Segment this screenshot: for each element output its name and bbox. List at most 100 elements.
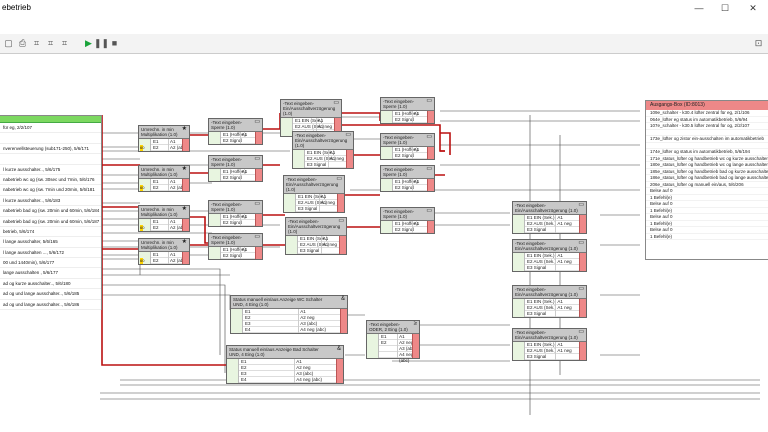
input-port[interactable] <box>209 132 221 138</box>
input-port[interactable] <box>367 346 379 352</box>
output-port[interactable] <box>412 346 419 352</box>
input-port[interactable] <box>139 139 151 145</box>
output-item[interactable]: 107e_schalter - k30.5 lüfter zentral für… <box>646 123 768 130</box>
function-block[interactable]: Umrechn. in min Multiplikation (1.0) ★ E1 A1… <box>138 238 190 265</box>
output-port[interactable] <box>579 265 586 271</box>
input-port[interactable] <box>286 236 298 242</box>
function-block[interactable]: -Text eingeben- Sperre (1.0) ▭ E1 (Hoffen) A… <box>208 200 263 227</box>
input-port[interactable] <box>231 315 243 321</box>
input-port[interactable] <box>381 221 393 227</box>
output-port[interactable] <box>579 221 586 227</box>
input-port[interactable] <box>284 206 296 212</box>
output-port[interactable] <box>427 185 434 191</box>
input-port[interactable] <box>381 147 393 153</box>
input-port[interactable] <box>513 253 525 259</box>
tool-icon-3[interactable]: ⌗ <box>61 38 68 48</box>
input-port[interactable] <box>209 247 221 253</box>
output-item[interactable]: 109e_schalter - k30.4 lüfter zentral für… <box>646 110 768 117</box>
input-port[interactable] <box>381 111 393 117</box>
output-item[interactable]: 1 Befehl(e) <box>646 208 768 214</box>
output-port[interactable] <box>346 150 353 156</box>
output-item[interactable]: Belse auf 0 <box>646 188 768 195</box>
output-port[interactable] <box>337 206 344 212</box>
input-item[interactable]: l lange ausschalter, 5/6/165 <box>0 237 101 248</box>
input-item[interactable]: ad og und lange ausschalter.., 5/6/186 <box>0 300 101 311</box>
output-item[interactable]: 186e_status_lüfter og handbetrieb bad og… <box>646 175 768 182</box>
function-block[interactable]: Umrechn. in min Multiplikation (1.0) ★ E1 A1… <box>138 165 190 192</box>
input-port[interactable] <box>513 342 525 348</box>
output-port[interactable] <box>255 253 262 259</box>
output-port[interactable] <box>339 236 346 242</box>
function-block[interactable]: Umrechn. in min Multiplikation (1.0) ★ E1 A1… <box>138 125 190 152</box>
input-item[interactable] <box>0 133 101 144</box>
output-port[interactable] <box>336 371 343 377</box>
output-port[interactable] <box>182 139 189 145</box>
function-block[interactable]: Status manuell ein/aus Anzeige WC Schalt… <box>230 295 348 334</box>
output-port[interactable] <box>412 340 419 346</box>
output-port[interactable] <box>340 315 347 321</box>
output-item[interactable]: 1 Befehl(e) <box>646 234 768 240</box>
function-block[interactable]: Umrechn. in min Multiplikation (1.0) ★ E1 A1… <box>138 205 190 232</box>
input-item[interactable]: nverenvellsteuerung (sub171-250), 5/6/17… <box>0 144 101 155</box>
input-port[interactable] <box>281 118 293 124</box>
input-port[interactable] <box>227 359 239 365</box>
maximize-button[interactable]: ☐ <box>720 3 730 13</box>
output-port[interactable] <box>255 138 262 144</box>
input-port[interactable] <box>513 227 525 233</box>
input-port[interactable] <box>139 185 151 191</box>
input-port[interactable] <box>381 227 393 233</box>
input-port[interactable] <box>381 185 393 191</box>
input-item[interactable]: betrieb, 5/6/174 <box>0 227 101 238</box>
input-item[interactable]: nabetrieb wc og (sw. 30sec und 7min, 5/6… <box>0 175 101 186</box>
output-port[interactable] <box>427 111 434 117</box>
input-port[interactable] <box>209 253 221 259</box>
input-item[interactable] <box>0 154 101 165</box>
output-port[interactable] <box>182 225 189 231</box>
input-port[interactable] <box>209 169 221 175</box>
print-icon[interactable]: ⎙ <box>18 38 27 48</box>
input-port[interactable] <box>139 225 151 231</box>
input-port[interactable] <box>381 117 393 123</box>
output-port[interactable] <box>337 200 344 206</box>
function-block[interactable]: -Text eingeben- ODER, 2 Eing (1.0) ≥ E1 A1 E2… <box>366 320 420 363</box>
output-port[interactable] <box>255 214 262 220</box>
output-item[interactable] <box>646 143 768 149</box>
input-port[interactable] <box>367 334 379 340</box>
close-button[interactable]: ✕ <box>749 3 757 13</box>
output-item[interactable] <box>646 130 768 136</box>
input-port[interactable] <box>513 259 525 265</box>
input-port[interactable] <box>231 327 243 333</box>
input-port[interactable] <box>286 248 298 254</box>
input-port[interactable] <box>139 258 151 264</box>
tool-icon[interactable]: ⌗ <box>33 38 40 48</box>
input-item[interactable]: ad og kurze ausschalter.., 5/6/180 <box>0 279 101 290</box>
input-port[interactable] <box>513 305 525 311</box>
input-port[interactable] <box>209 214 221 220</box>
input-port[interactable] <box>209 175 221 181</box>
input-port[interactable] <box>367 340 379 346</box>
output-port[interactable] <box>412 352 419 358</box>
stop-icon[interactable]: ■ <box>111 38 118 48</box>
output-port[interactable] <box>340 327 347 333</box>
output-port[interactable] <box>579 253 586 259</box>
function-block[interactable]: -Text eingeben- Ein/Ausschaltverzögerung … <box>512 239 587 272</box>
pause-icon[interactable]: ❚❚ <box>94 38 110 48</box>
input-port[interactable] <box>231 309 243 315</box>
output-port[interactable] <box>255 220 262 226</box>
output-port[interactable] <box>255 169 262 175</box>
output-port[interactable] <box>579 311 586 317</box>
input-port[interactable] <box>381 153 393 159</box>
input-item[interactable]: lange ausschalten , 5/6/177 <box>0 268 101 279</box>
input-item[interactable]: ad og und lange ausschalter.., 5/6/185 <box>0 289 101 300</box>
output-item[interactable]: Belse auf 0 <box>646 214 768 221</box>
input-port[interactable] <box>231 321 243 327</box>
output-port[interactable] <box>427 147 434 153</box>
output-port[interactable] <box>427 227 434 233</box>
function-block[interactable]: -Text eingeben- Ein/Ausschaltverzögerung … <box>512 328 587 361</box>
input-item[interactable]: für eg, 2/2/107 <box>0 123 101 134</box>
output-port[interactable] <box>427 179 434 185</box>
output-item[interactable]: 1 Befehl(e) <box>646 195 768 201</box>
output-port[interactable] <box>579 215 586 221</box>
input-port[interactable] <box>227 377 239 383</box>
output-port[interactable] <box>579 342 586 348</box>
